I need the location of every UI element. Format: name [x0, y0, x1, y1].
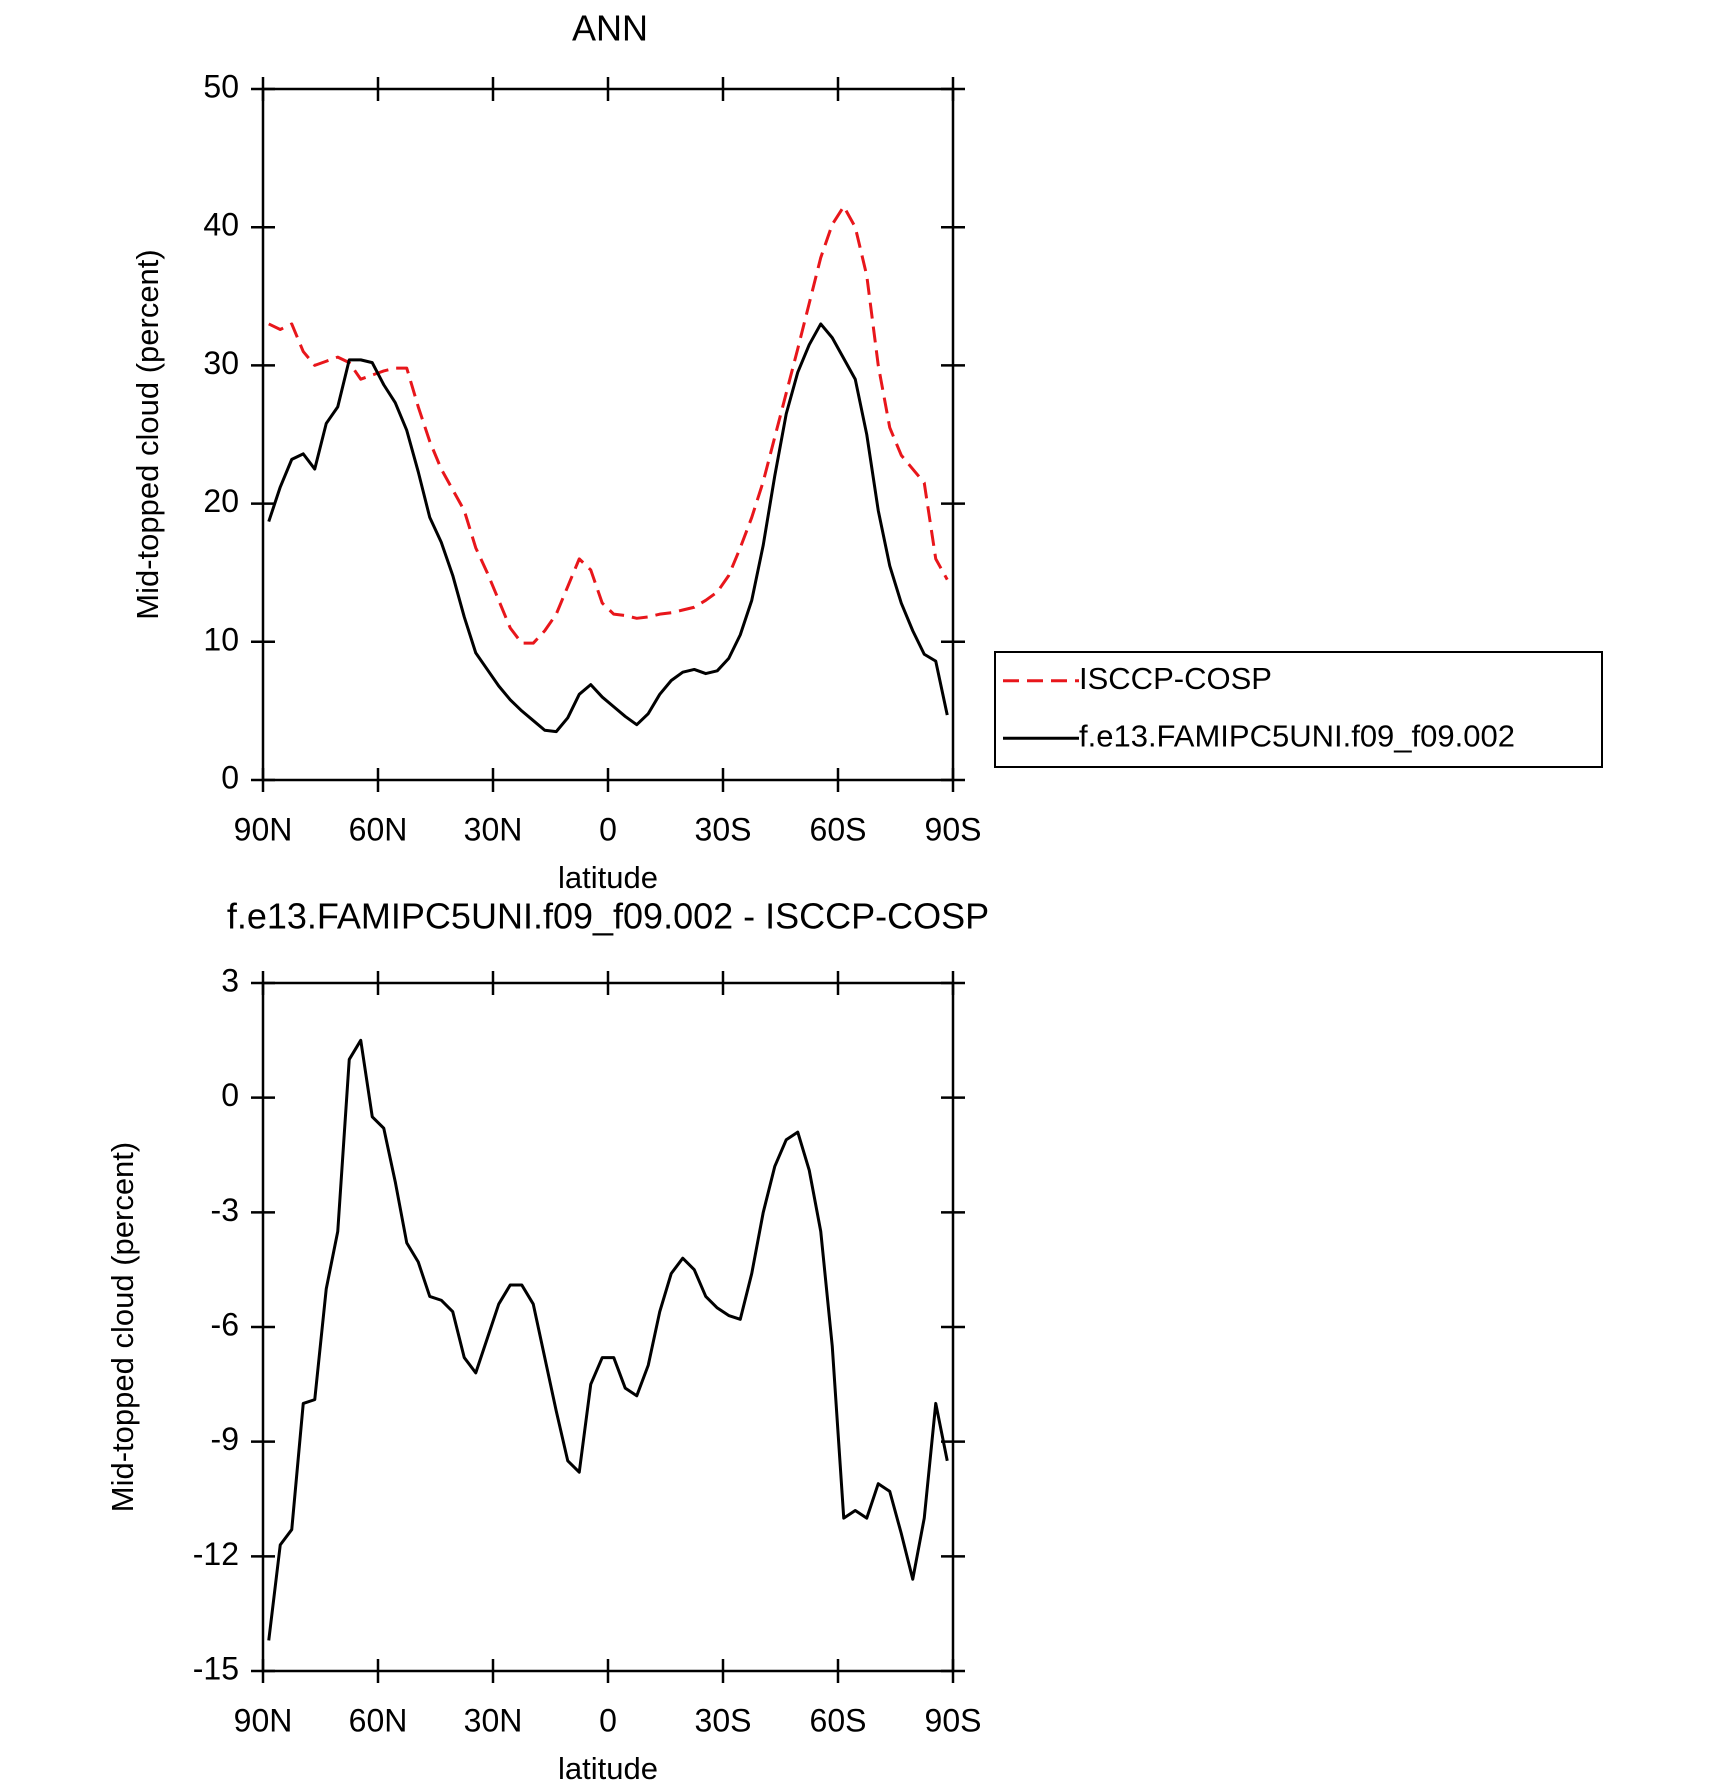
- y-tick-label: 40: [203, 207, 239, 243]
- data-line: [267, 322, 949, 734]
- x-tick-label: 90S: [925, 811, 982, 847]
- x-tick-label: 90N: [234, 1702, 293, 1738]
- y-tick-label: 0: [221, 759, 239, 795]
- plot-frame: [261, 981, 955, 1673]
- x-tick-label: 30S: [695, 811, 752, 847]
- x-tick-label: 90S: [925, 1702, 982, 1738]
- x-axis-title: latitude: [558, 860, 658, 895]
- data-line: [268, 204, 949, 645]
- y-tick-label: 20: [203, 483, 239, 519]
- chart-title: ANN: [572, 8, 648, 49]
- y-tick-label: -15: [193, 1650, 239, 1686]
- x-tick-label: 90N: [234, 811, 293, 847]
- y-tick-label: -6: [211, 1306, 239, 1342]
- x-tick-label: 30N: [464, 811, 523, 847]
- x-tick-label: 60S: [810, 811, 867, 847]
- legend-label: f.e13.FAMIPC5UNI.f09_f09.002: [1079, 718, 1515, 753]
- x-tick-label: 0: [599, 811, 617, 847]
- x-axis-title: latitude: [558, 1751, 658, 1786]
- y-axis-title: Mid-topped cloud (percent): [105, 1142, 140, 1512]
- x-tick-label: 30N: [464, 1702, 523, 1738]
- x-tick-label: 60N: [349, 811, 408, 847]
- y-tick-label: 30: [203, 345, 239, 381]
- y-tick-label: 50: [203, 68, 239, 104]
- x-tick-label: 60N: [349, 1702, 408, 1738]
- plot-frame: [261, 87, 955, 782]
- legend-label: ISCCP-COSP: [1079, 661, 1272, 696]
- y-tick-label: -3: [211, 1192, 239, 1228]
- y-tick-label: -9: [211, 1421, 239, 1457]
- y-tick-label: 3: [221, 962, 239, 998]
- x-tick-label: 0: [599, 1702, 617, 1738]
- data-line: [267, 1038, 949, 1641]
- y-tick-label: 10: [203, 621, 239, 657]
- y-tick-label: 0: [221, 1077, 239, 1113]
- y-tick-label: -12: [193, 1536, 239, 1572]
- x-tick-label: 60S: [810, 1702, 867, 1738]
- y-axis-title: Mid-topped cloud (percent): [130, 249, 165, 619]
- x-tick-label: 30S: [695, 1702, 752, 1738]
- chart-title: f.e13.FAMIPC5UNI.f09_f09.002 - ISCCP-COS…: [227, 896, 989, 937]
- legend-box: [994, 651, 1603, 768]
